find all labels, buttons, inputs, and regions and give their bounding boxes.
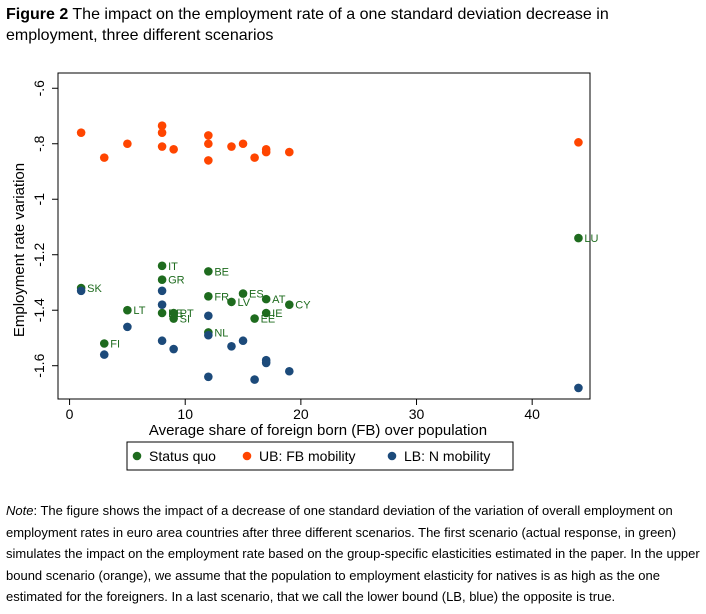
point-label-lv: LV <box>237 297 250 309</box>
point-ub-fb-mobility <box>204 139 213 149</box>
point-label-it: IT <box>168 261 178 273</box>
x-tick-label: 10 <box>177 406 193 422</box>
point-ub-fb-mobility <box>261 147 271 157</box>
point-status-quo <box>250 314 259 323</box>
point-ub-fb-mobility <box>157 121 167 131</box>
point-status-quo <box>157 308 167 318</box>
point-label-cy: CY <box>295 300 311 312</box>
point-status-quo <box>99 339 109 348</box>
point-label-be: BE <box>214 266 229 278</box>
scatter-chart: 0 10 20 30 40 -1.6 -1.4 -1.2 -1 -.8 -.6 Average sha… <box>11 72 599 471</box>
point-label-es: ES <box>249 289 264 301</box>
figure-label: Figure 2 <box>6 6 69 23</box>
point-ub-fb-mobility <box>76 128 86 137</box>
point-label-ee: EE <box>261 314 276 326</box>
point-status-quo <box>574 233 583 243</box>
note-label: Note <box>6 503 34 518</box>
legend-marker-status-quo <box>132 451 142 461</box>
x-axis-title: Average share of foreign born (FB) over … <box>149 422 487 439</box>
plot-frame <box>57 72 591 400</box>
x-tick-label: 0 <box>66 406 74 422</box>
legend-label-status-quo: Status quo <box>149 448 216 464</box>
figure-title-text: The impact on the employment rate of a o… <box>6 6 609 44</box>
y-tick-label: -.6 <box>31 80 47 97</box>
point-ub-fb-mobility <box>157 142 167 151</box>
point-status-quo <box>123 305 132 315</box>
point-ub-fb-mobility <box>227 142 236 151</box>
legend-label-lb-n-mobility: LB: N mobility <box>404 448 490 464</box>
point-status-quo <box>261 308 271 318</box>
figure-note: Note: The figure shows the impact of a d… <box>6 500 700 608</box>
y-tick-label: -1.6 <box>31 353 47 377</box>
point-status-quo <box>285 300 294 309</box>
point-status-quo <box>204 292 213 301</box>
point-lb-n-mobility <box>261 358 271 368</box>
point-lb-n-mobility <box>204 330 213 340</box>
point-lb-n-mobility <box>250 375 259 384</box>
point-label-fi: FI <box>110 339 120 351</box>
point-lb-n-mobility <box>157 286 167 296</box>
point-status-quo <box>169 314 178 323</box>
point-lb-n-mobility <box>238 336 248 346</box>
point-label-sk: SK <box>87 283 102 295</box>
y-tick-label: -1.2 <box>31 242 47 266</box>
point-ub-fb-mobility <box>123 139 132 149</box>
point-ub-fb-mobility <box>204 156 213 165</box>
point-ub-fb-mobility <box>169 144 178 154</box>
point-status-quo <box>157 275 167 284</box>
point-ub-fb-mobility <box>204 131 213 140</box>
note-text: : The figure shows the impact of a decre… <box>6 503 700 604</box>
point-lb-n-mobility <box>99 350 109 359</box>
point-status-quo <box>261 294 271 304</box>
point-ub-fb-mobility <box>99 153 109 162</box>
point-label-at: AT <box>272 294 286 306</box>
point-ub-fb-mobility <box>574 138 583 147</box>
legend-marker-ub-fb-mobility <box>242 451 252 461</box>
point-lb-n-mobility <box>169 344 178 354</box>
point-lb-n-mobility <box>157 336 167 346</box>
point-status-quo <box>157 261 167 271</box>
point-lb-n-mobility <box>227 341 236 351</box>
point-lb-n-mobility <box>123 322 132 332</box>
y-axis-title: Employment rate variation <box>11 163 28 337</box>
point-status-quo <box>227 297 236 307</box>
point-label-lt: LT <box>133 305 145 317</box>
point-lb-n-mobility <box>157 300 167 309</box>
point-status-quo <box>238 289 248 298</box>
figure-title: Figure 2 The impact on the employment ra… <box>6 4 702 46</box>
point-ub-fb-mobility <box>238 139 248 149</box>
point-label-gr: GR <box>168 275 185 287</box>
point-lb-n-mobility <box>285 366 294 376</box>
point-label-de: DE <box>168 308 183 320</box>
legend-box <box>126 441 514 471</box>
x-tick-label: 20 <box>293 406 309 422</box>
point-status-quo <box>204 267 213 276</box>
point-ub-fb-mobility <box>157 128 167 137</box>
point-label-si: SI <box>180 314 190 326</box>
x-tick-label: 30 <box>409 406 425 422</box>
legend-marker-lb-n-mobility <box>387 451 397 461</box>
y-tick-label: -1.4 <box>31 298 47 322</box>
x-tick-label: 40 <box>524 406 540 422</box>
point-label-nl: NL <box>214 327 228 339</box>
legend-label-ub-fb-mobility: UB: FB mobility <box>259 448 355 464</box>
point-ub-fb-mobility <box>285 147 294 157</box>
point-lb-n-mobility <box>76 286 86 296</box>
y-tick-label: -1 <box>31 193 47 206</box>
point-label-fr: FR <box>214 291 229 303</box>
point-lb-n-mobility <box>204 311 213 321</box>
y-tick-label: -.8 <box>31 135 47 152</box>
point-lb-n-mobility <box>204 372 213 382</box>
point-ub-fb-mobility <box>250 153 259 162</box>
point-label-pt: PT <box>180 308 194 320</box>
point-lb-n-mobility <box>574 383 583 393</box>
point-label-ie: IE <box>272 308 282 320</box>
point-label-lu: LU <box>584 233 598 245</box>
